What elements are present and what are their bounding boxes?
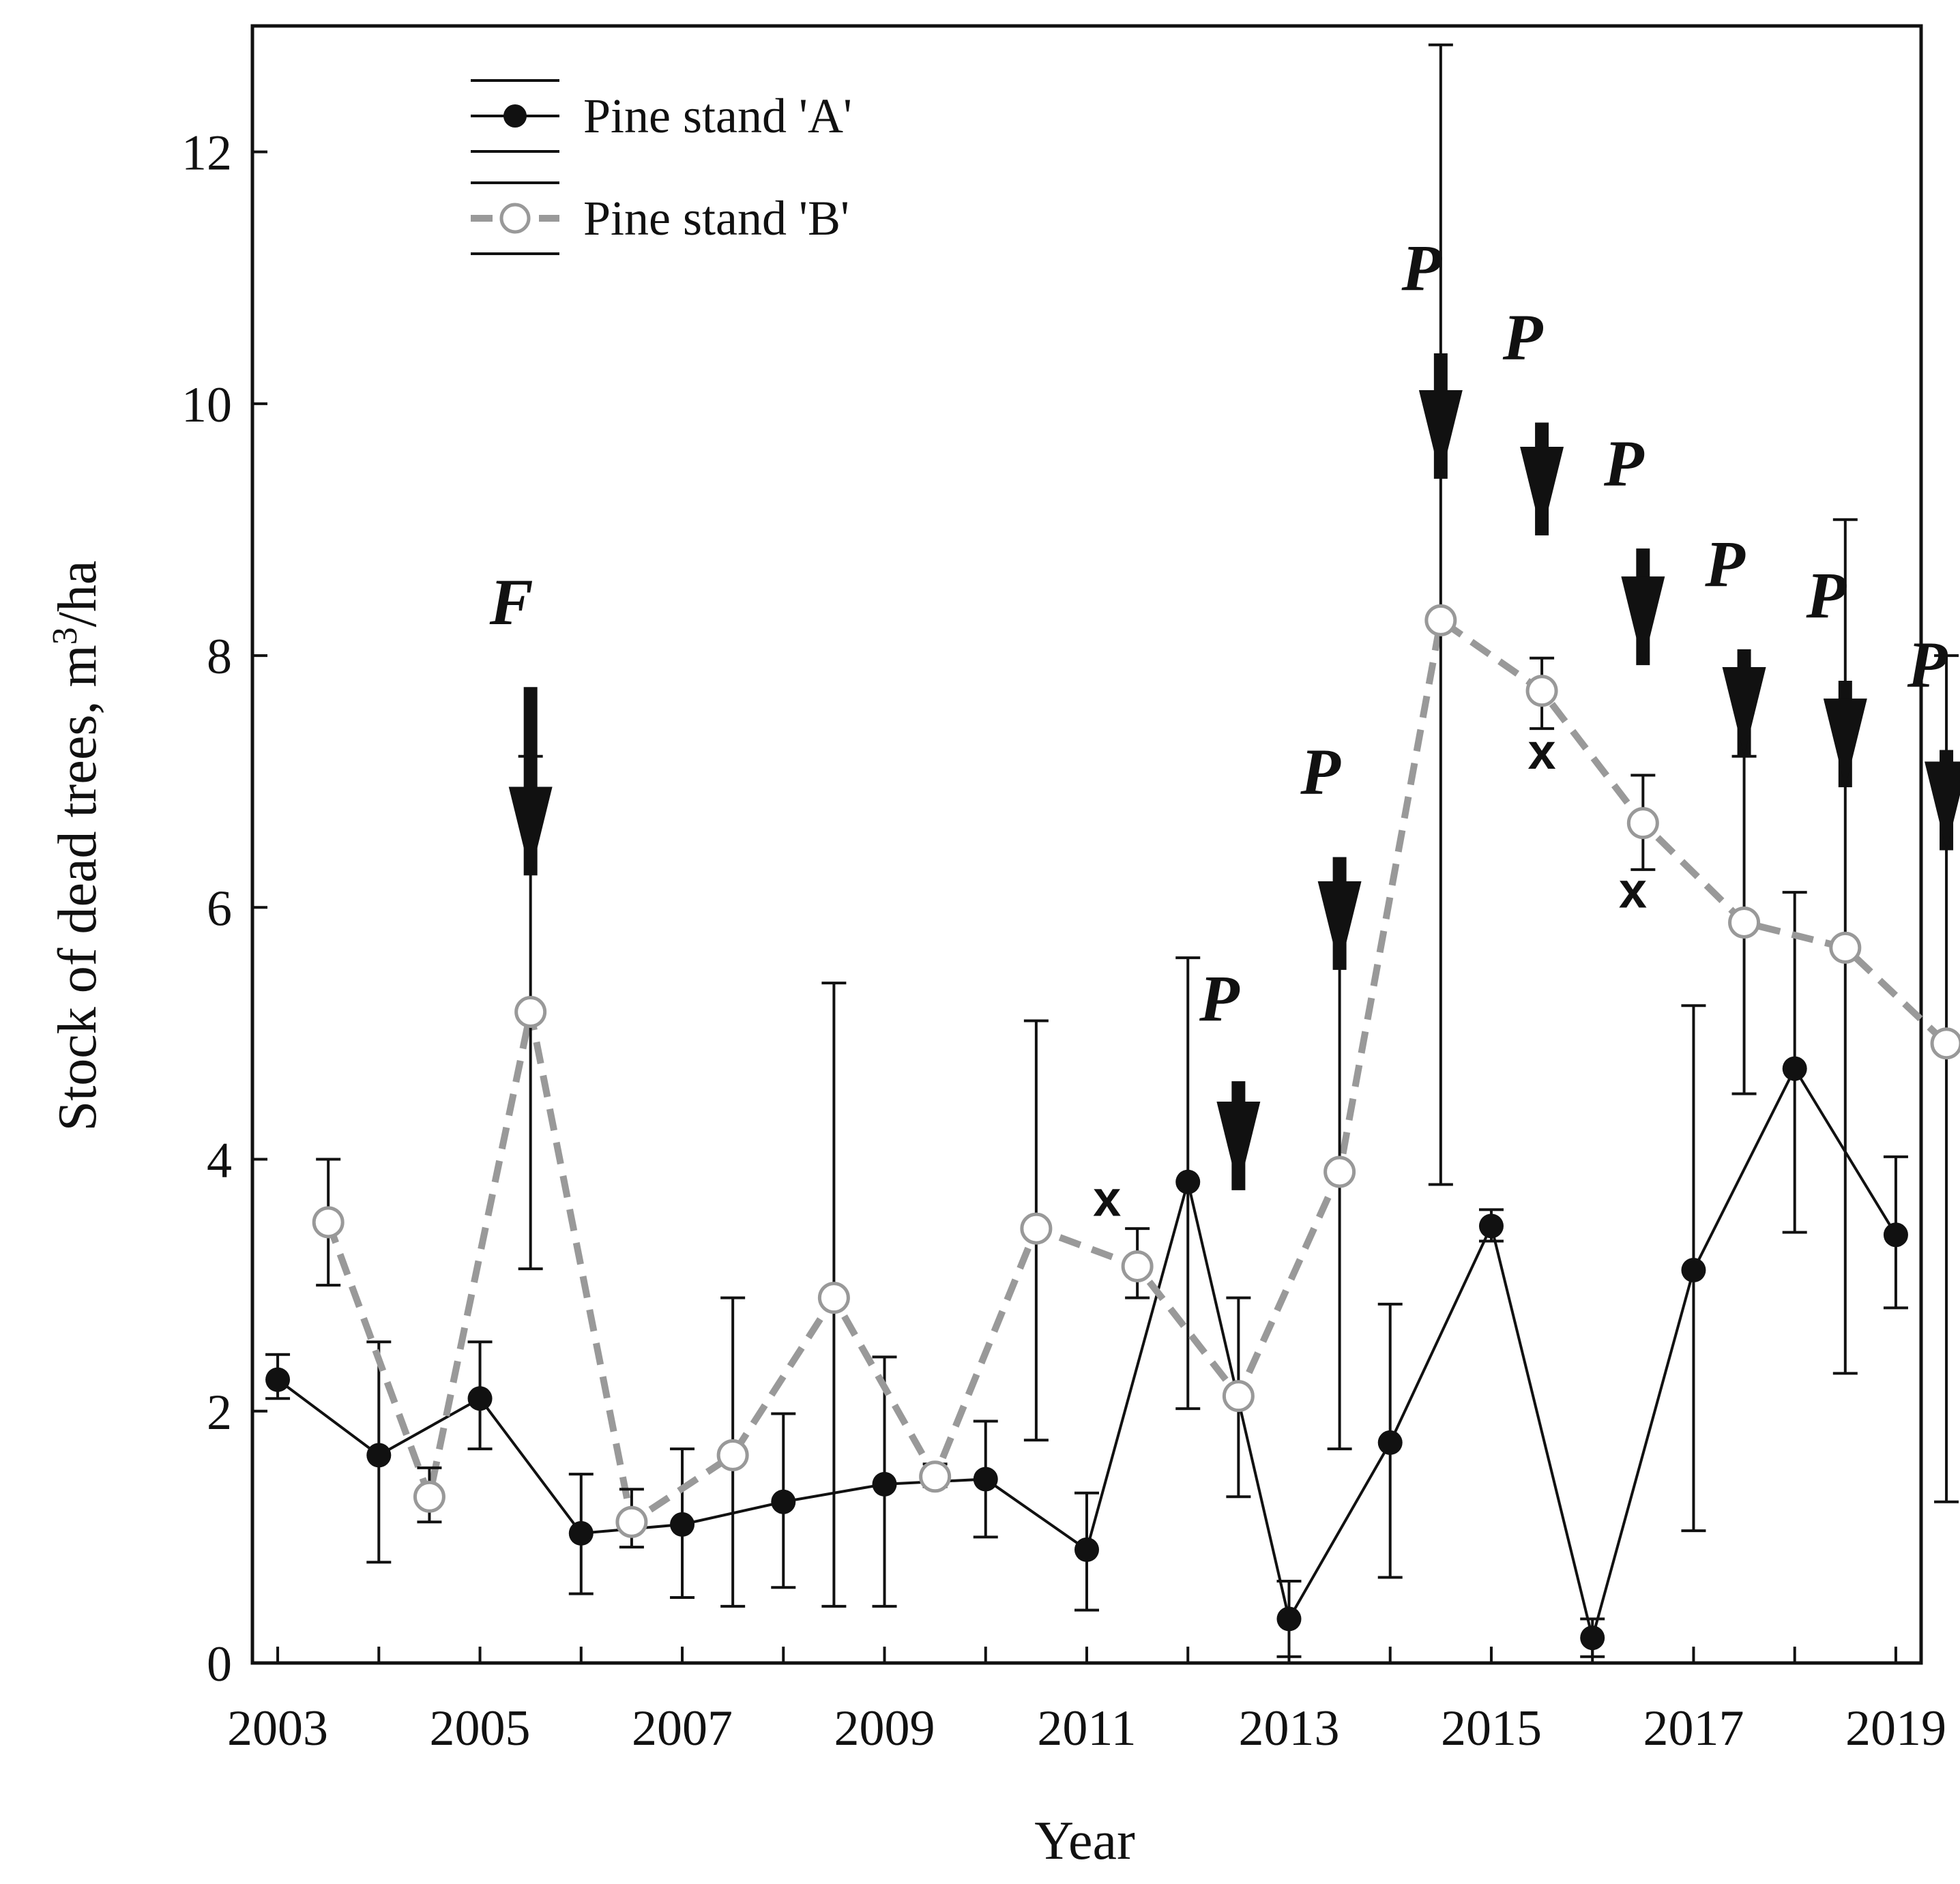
x-tick-label: 2007 (632, 1701, 733, 1756)
legend-marker-b (499, 203, 531, 234)
pest-event-label: P (1199, 962, 1240, 1035)
data-point (1424, 604, 1457, 636)
legend-label-a: Pine stand 'A' (583, 89, 852, 143)
legend: Pine stand 'A' Pine stand 'B' (471, 79, 852, 255)
axes: 0 2 4 6 8 10 12 2003 2005 2007 2009 2011 2013 2015 201… (181, 126, 1946, 1756)
plot-frame (250, 24, 1923, 1665)
data-point (615, 1505, 648, 1538)
pest-event-label: P (1300, 735, 1341, 808)
legend-entry-a: Pine stand 'A' (471, 79, 852, 153)
data-point (413, 1480, 445, 1513)
x-tick-label: 2005 (430, 1701, 531, 1756)
legend-marker-a (503, 104, 527, 128)
y-tick-label: 0 (207, 1636, 232, 1692)
x-tick-label: 2003 (227, 1701, 328, 1756)
pest-event-label: P (1603, 427, 1645, 500)
y-tick-label: 8 (207, 629, 232, 685)
data-point (716, 1439, 749, 1471)
x-tick-label: 2011 (1037, 1701, 1136, 1756)
y-tick-label: 12 (181, 126, 232, 181)
legend-entry-b: Pine stand 'B' (471, 181, 849, 255)
data-point (670, 1512, 695, 1537)
data-point (1074, 1537, 1099, 1562)
data-point (1681, 1258, 1706, 1282)
x-tick-label: 2015 (1441, 1701, 1542, 1756)
data-point (1883, 1222, 1908, 1248)
data-point (514, 996, 547, 1029)
fire-event-label: F (489, 565, 533, 638)
data-point (1222, 1380, 1255, 1413)
data-point (312, 1206, 345, 1239)
series-pine-stand-a (265, 891, 1908, 1658)
x-tick-label: 2009 (834, 1701, 935, 1756)
pest-event-label: P (1907, 628, 1948, 701)
y-tick-label: 10 (181, 377, 232, 433)
data-point (1121, 1250, 1154, 1282)
y-tick-label: 2 (207, 1385, 232, 1441)
data-point (919, 1460, 952, 1493)
data-point (1782, 1056, 1807, 1081)
series-line (325, 614, 1949, 1528)
data-point (1829, 931, 1862, 964)
x-tick-label: 2013 (1238, 1701, 1339, 1756)
data-point (1580, 1625, 1605, 1651)
data-point (1626, 807, 1659, 840)
pest-event-label: P (1704, 528, 1746, 601)
data-point (1525, 675, 1558, 707)
y-tick-label: 6 (207, 881, 232, 937)
data-point (1728, 906, 1761, 939)
data-point (872, 1471, 897, 1497)
x-mark-label: x (1093, 1171, 1121, 1227)
data-point (1478, 1213, 1504, 1239)
data-point (568, 1520, 594, 1546)
data-point (817, 1282, 850, 1314)
data-point (1175, 1169, 1201, 1194)
x-tick-label: 2019 (1845, 1701, 1946, 1756)
pest-event-label: P (1401, 232, 1443, 305)
y-tick-label: 4 (207, 1133, 232, 1189)
x-mark-label: x (1619, 862, 1647, 918)
series-layer (265, 43, 1960, 1658)
data-point (1020, 1212, 1053, 1245)
pest-event-label: P (1502, 301, 1544, 374)
data-point (973, 1467, 998, 1492)
y-axis-title: Stock of dead trees, m3/ha (46, 561, 108, 1132)
data-point (1377, 1430, 1403, 1455)
data-point (1276, 1606, 1302, 1632)
x-tick-label: 2017 (1643, 1701, 1744, 1756)
data-point (1930, 1027, 1960, 1060)
data-point (265, 1367, 291, 1392)
pest-event-label: P (1805, 559, 1847, 632)
x-mark-label: x (1528, 723, 1556, 780)
data-point (467, 1386, 493, 1411)
x-axis-title: Year (1034, 1811, 1135, 1871)
data-point (771, 1489, 796, 1514)
data-point (366, 1443, 392, 1468)
data-point (1323, 1156, 1356, 1188)
legend-label-b: Pine stand 'B' (583, 191, 849, 246)
